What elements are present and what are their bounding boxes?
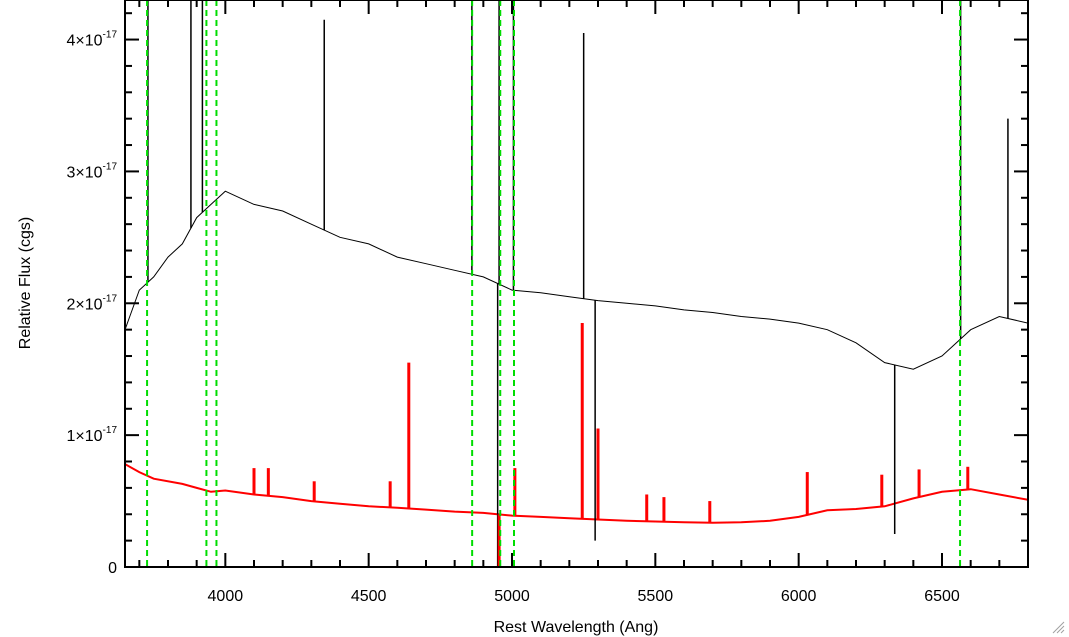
resize-grip-icon[interactable] — [1051, 620, 1065, 634]
y-tick-label: 3×10-17 — [67, 161, 118, 181]
x-tick-label: 4500 — [351, 588, 387, 605]
y-tick-label: 2×10-17 — [67, 293, 118, 313]
y-tick-label: 1×10-17 — [67, 425, 118, 445]
x-tick-label: 4000 — [208, 588, 244, 605]
y-tick-label: 0 — [108, 560, 117, 577]
x-tick-label: 6000 — [781, 588, 817, 605]
axis-ticks — [125, 0, 1029, 568]
y-axis-title: Relative Flux (cgs) — [17, 217, 34, 349]
x-tick-label: 5000 — [494, 588, 530, 605]
plot-border — [124, 0, 1029, 568]
y-tick-labels: 0 1×10-17 2×10-17 3×10-17 4×10-17 — [67, 30, 118, 577]
y-tick-label: 4×10-17 — [67, 30, 118, 50]
x-tick-labels: 4000 4500 5000 5500 6000 6500 — [208, 588, 960, 605]
x-axis-title: Rest Wavelength (Ang) — [494, 619, 659, 636]
x-tick-label: 6500 — [924, 588, 960, 605]
x-tick-label: 5500 — [638, 588, 674, 605]
plot-area — [125, 0, 1028, 567]
plot-frame — [124, 0, 1029, 568]
series-line-1 — [125, 463, 1028, 524]
series-line-0 — [125, 190, 1028, 370]
